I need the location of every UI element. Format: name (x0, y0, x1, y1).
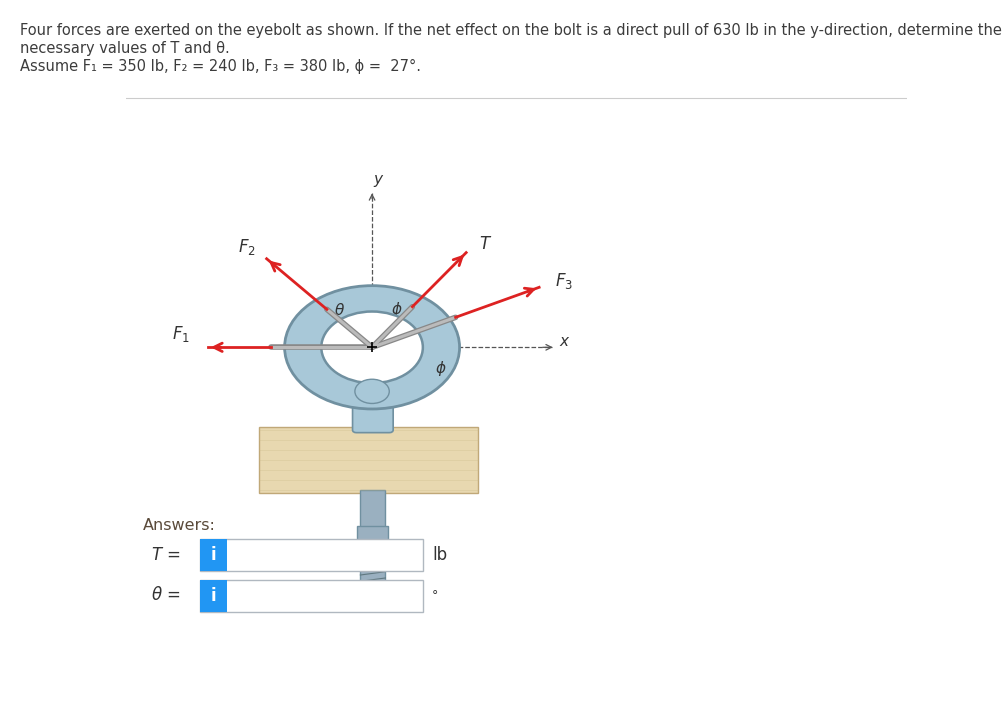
FancyBboxPatch shape (357, 526, 388, 540)
Text: y: y (374, 172, 383, 187)
Text: $\theta$: $\theta$ (334, 302, 345, 318)
Text: i: i (211, 586, 217, 605)
FancyBboxPatch shape (201, 580, 423, 611)
Text: $\theta$ =: $\theta$ = (151, 586, 180, 604)
Text: $\phi$: $\phi$ (435, 359, 447, 378)
Text: $F_2$: $F_2$ (238, 237, 256, 257)
Text: Four forces are exerted on the eyebolt as shown. If the net effect on the bolt i: Four forces are exerted on the eyebolt a… (20, 23, 1002, 38)
FancyBboxPatch shape (353, 394, 393, 433)
FancyBboxPatch shape (259, 427, 478, 493)
Text: i: i (211, 546, 217, 564)
Text: Assume F₁ = 350 lb, F₂ = 240 lb, F₃ = 380 lb, ϕ =  27°.: Assume F₁ = 350 lb, F₂ = 240 lb, F₃ = 38… (20, 59, 421, 74)
Text: lb: lb (432, 546, 448, 564)
Text: $\phi$: $\phi$ (391, 300, 403, 320)
FancyBboxPatch shape (361, 490, 385, 581)
Text: $F_3$: $F_3$ (555, 270, 574, 290)
Text: $F_1$: $F_1$ (171, 324, 190, 343)
Text: Answers:: Answers: (143, 518, 216, 533)
Circle shape (355, 379, 389, 403)
FancyBboxPatch shape (201, 539, 423, 571)
Text: $T$ =: $T$ = (151, 546, 180, 564)
Circle shape (322, 312, 423, 383)
FancyBboxPatch shape (201, 580, 227, 611)
Text: $T$: $T$ (479, 235, 492, 252)
Text: x: x (559, 335, 569, 350)
Circle shape (284, 286, 460, 409)
FancyBboxPatch shape (201, 539, 227, 571)
Text: necessary values of T and θ.: necessary values of T and θ. (20, 41, 230, 56)
Text: °: ° (432, 588, 438, 601)
